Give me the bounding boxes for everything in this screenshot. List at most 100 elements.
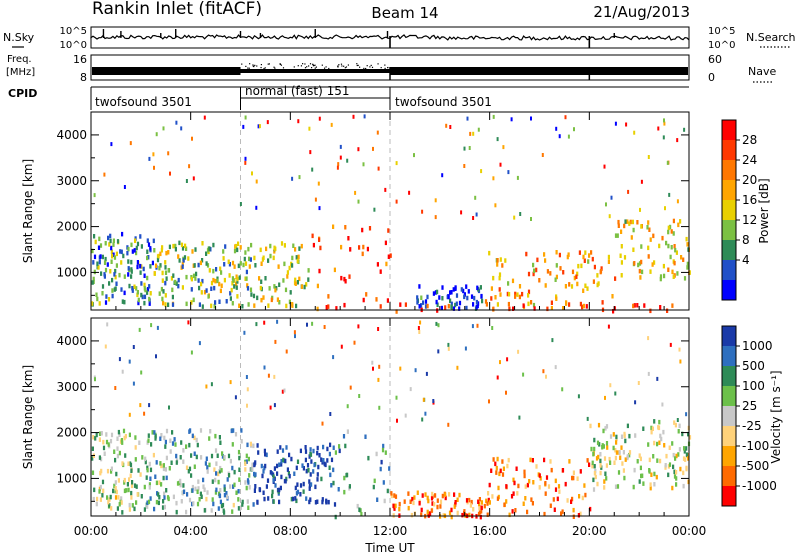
range-gate-cell [167,268,170,273]
range-gate-cell [419,320,422,325]
range-gate-cell [561,509,564,514]
range-gate-cell [542,369,545,374]
range-gate-cell [130,274,133,279]
nave-dot [341,65,343,67]
range-gate-cell [210,303,213,309]
range-gate-cell [164,260,167,265]
range-gate-cell [130,468,133,473]
range-gate-cell [424,492,427,497]
range-gate-cell [427,498,430,504]
range-gate-cell [603,164,606,169]
range-gate-cell [146,238,149,243]
range-gate-cell [219,499,222,505]
range-gate-cell [244,160,247,165]
range-gate-cell [171,294,174,300]
range-gate-cell [205,288,208,293]
range-gate-cell [180,499,183,504]
range-gate-cell [148,301,151,306]
range-gate-cell [398,501,401,507]
range-gate-cell [466,116,469,121]
range-gate-cell [524,484,527,489]
range-gate-cell [180,242,184,248]
range-gate-cell [128,502,131,508]
range-gate-cell [362,244,365,250]
nave-dot [384,67,386,70]
range-gate-cell [555,274,558,280]
range-gate-cell [101,493,104,498]
range-gate-cell [431,491,434,497]
range-gate-cell [111,293,114,299]
range-gate-cell [354,190,357,195]
range-gate-cell [109,269,112,274]
nave-dot [369,66,371,68]
nave-dot [337,65,339,67]
range-gate-cell [473,295,476,301]
range-gate-cell [213,467,216,472]
range-gate-cell [412,500,415,506]
range-gate-cell [592,279,595,284]
range-gate-cell [647,155,650,159]
range-gate-cell [160,248,163,253]
range-gate-cell [661,235,664,241]
range-gate-cell [426,509,429,515]
range-gate-cell [634,433,637,438]
range-gate-cell [273,374,276,379]
colorbar-tick-label: 25 [742,399,757,413]
range-gate-cell [216,278,219,284]
colorbar-swatch [722,220,736,241]
range-gate-cell [190,453,193,458]
range-gate-cell [562,306,565,311]
range-gate-cell [416,295,419,300]
range-gate-cell [340,244,343,250]
range-gate-cell [543,252,546,257]
range-gate-cell [442,513,445,518]
range-gate-cell [299,448,302,454]
range-gate-cell [364,434,367,439]
range-gate-cell [218,493,221,498]
range-gate-cell [185,301,188,307]
colorbar-swatch [722,386,736,407]
range-gate-cell [276,319,279,324]
range-gate-cell [139,403,142,408]
range-gate-cell [91,470,95,475]
range-gate-cell [514,291,517,297]
range-gate-cell [265,246,268,252]
range-gate-cell [175,120,178,125]
y-tick-label: 4000 [56,128,87,142]
range-gate-cell [488,482,491,488]
range-gate-cell [232,428,235,433]
range-gate-cell [271,493,274,499]
range-gate-cell [326,446,329,452]
range-gate-cell [204,461,207,466]
range-gate-cell [499,257,502,262]
range-gate-cell [588,462,591,467]
range-gate-cell [200,455,203,460]
range-gate-cell [220,468,223,473]
range-gate-cell [564,115,567,120]
range-gate-cell [662,135,665,140]
nave-dot [325,66,327,68]
range-gate-cell [649,308,652,314]
range-gate-cell [138,440,141,445]
colorbar-tick-label: 100 [742,379,765,393]
range-gate-cell [512,477,515,483]
range-gate-cell [363,114,366,119]
range-gate-cell [679,466,682,472]
range-gate-cell [284,479,287,484]
range-gate-cell [245,269,248,275]
y-tick-label: 2000 [56,220,87,234]
range-gate-cell [550,467,553,473]
range-gate-cell [582,288,585,293]
range-gate-cell [190,300,193,305]
range-gate-cell [168,244,171,250]
range-gate-cell [264,276,267,281]
range-gate-cell [147,255,150,260]
nave-dot [359,66,361,68]
range-gate-cell [496,258,499,263]
range-gate-cell [613,460,616,465]
range-gate-cell [233,469,236,475]
time-axis: 00:00 04:00 08:00 12:00 16:00 20:00 00:00 [74,112,706,538]
range-gate-cell [372,366,374,371]
range-gate-cell [319,245,322,251]
